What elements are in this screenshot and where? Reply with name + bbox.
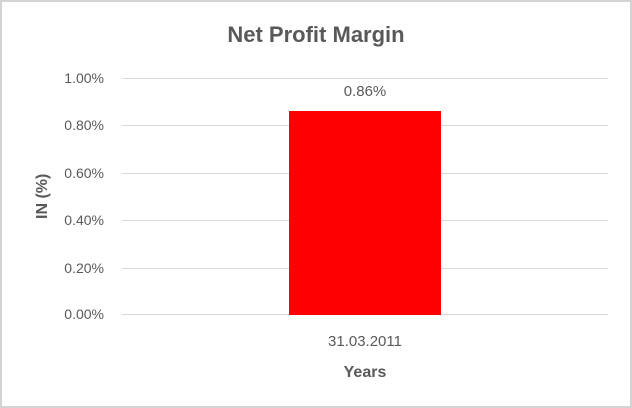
y-tick-label: 0.40% bbox=[2, 211, 104, 229]
y-tick-label: 0.00% bbox=[2, 305, 104, 323]
y-tick-label: 1.00% bbox=[2, 69, 104, 87]
y-axis-title: IN (%) bbox=[28, 78, 58, 315]
x-axis-title: Years bbox=[122, 364, 608, 382]
x-tick-label: 31.03.2011 bbox=[122, 333, 608, 350]
bar-data-label: 0.86% bbox=[122, 83, 608, 101]
y-tick-label: 0.20% bbox=[2, 259, 104, 277]
plot-area: 0.86% bbox=[122, 78, 608, 315]
chart-container: Net Profit Margin IN (%) 0.86% 31.03.201… bbox=[0, 0, 632, 408]
gridline bbox=[122, 78, 608, 79]
y-tick-label: 0.60% bbox=[2, 164, 104, 182]
chart-title: Net Profit Margin bbox=[2, 22, 630, 48]
bar-net-profit-margin bbox=[289, 111, 441, 315]
y-tick-label: 0.80% bbox=[2, 116, 104, 134]
